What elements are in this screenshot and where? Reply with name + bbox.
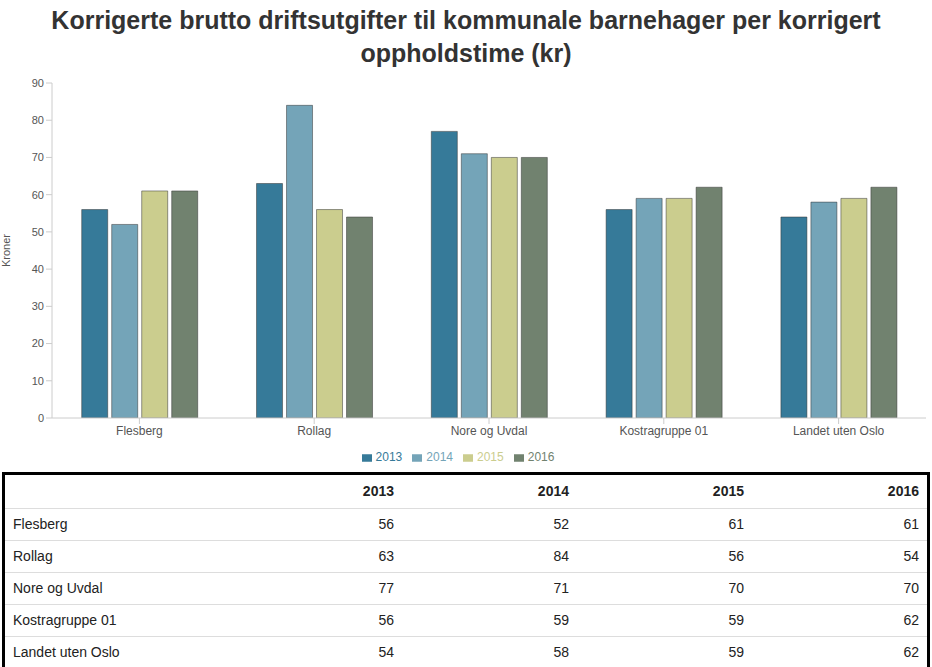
svg-text:Nore og Uvdal: Nore og Uvdal: [451, 424, 528, 438]
svg-text:Flesberg: Flesberg: [116, 424, 163, 438]
html-text:Rollag: Rollag: [13, 548, 53, 564]
html-text:2014: 2014: [426, 450, 453, 464]
svg-text:0: 0: [38, 412, 44, 424]
html-text:59: 59: [728, 612, 744, 628]
html-text:70: 70: [728, 580, 744, 596]
html-text:2016: 2016: [887, 483, 919, 500]
html-text:56: 56: [728, 548, 744, 564]
html-text:Landet uten Oslo: Landet uten Oslo: [13, 644, 120, 660]
html-text:62: 62: [903, 612, 919, 628]
svg-text:Kroner: Kroner: [8, 234, 12, 267]
html-text:2016: 2016: [527, 450, 555, 464]
html-text:56: 56: [378, 516, 394, 532]
html-text:56: 56: [378, 612, 394, 628]
html-text:62: 62: [903, 644, 919, 660]
html-text:52: 52: [553, 516, 569, 532]
html-text:63: 63: [378, 548, 394, 564]
html-text:2014: 2014: [537, 483, 569, 500]
html-text:59: 59: [728, 644, 744, 660]
svg-text:30: 30: [32, 300, 44, 312]
html-text:Flesberg: Flesberg: [13, 516, 68, 532]
html-text:2015: 2015: [712, 483, 744, 500]
html-text:2013: 2013: [362, 483, 394, 500]
html-text:Korrigerte brutto driftsutgift: Korrigerte brutto driftsutgifter til kom…: [51, 6, 881, 67]
html-text:71: 71: [553, 580, 569, 596]
svg-text:Rollag: Rollag: [297, 424, 331, 438]
html-text:2015: 2015: [477, 450, 504, 464]
svg-text:10: 10: [32, 375, 44, 387]
html-text:84: 84: [553, 548, 569, 564]
html-text:61: 61: [903, 516, 919, 532]
svg-text:20: 20: [32, 337, 44, 349]
html-text:54: 54: [378, 644, 394, 660]
html-text:Kostragruppe 01: Kostragruppe 01: [13, 612, 117, 628]
svg-text:70: 70: [32, 151, 44, 163]
svg-text:50: 50: [32, 226, 44, 238]
html-text:59: 59: [553, 612, 569, 628]
html-text:Nore og Uvdal: Nore og Uvdal: [13, 580, 103, 596]
html-text:61: 61: [728, 516, 744, 532]
html-text:2013: 2013: [375, 450, 403, 464]
svg-text:40: 40: [32, 263, 44, 275]
html-text:70: 70: [903, 580, 919, 596]
html-text:58: 58: [553, 644, 569, 660]
svg-text:60: 60: [32, 189, 44, 201]
html-text:54: 54: [903, 548, 919, 564]
svg-text:Kostragruppe 01: Kostragruppe 01: [619, 424, 708, 438]
svg-text:Landet uten Oslo: Landet uten Oslo: [793, 424, 885, 438]
svg-text:90: 90: [32, 77, 44, 89]
html-text:77: 77: [378, 580, 394, 596]
svg-text:80: 80: [32, 114, 44, 126]
